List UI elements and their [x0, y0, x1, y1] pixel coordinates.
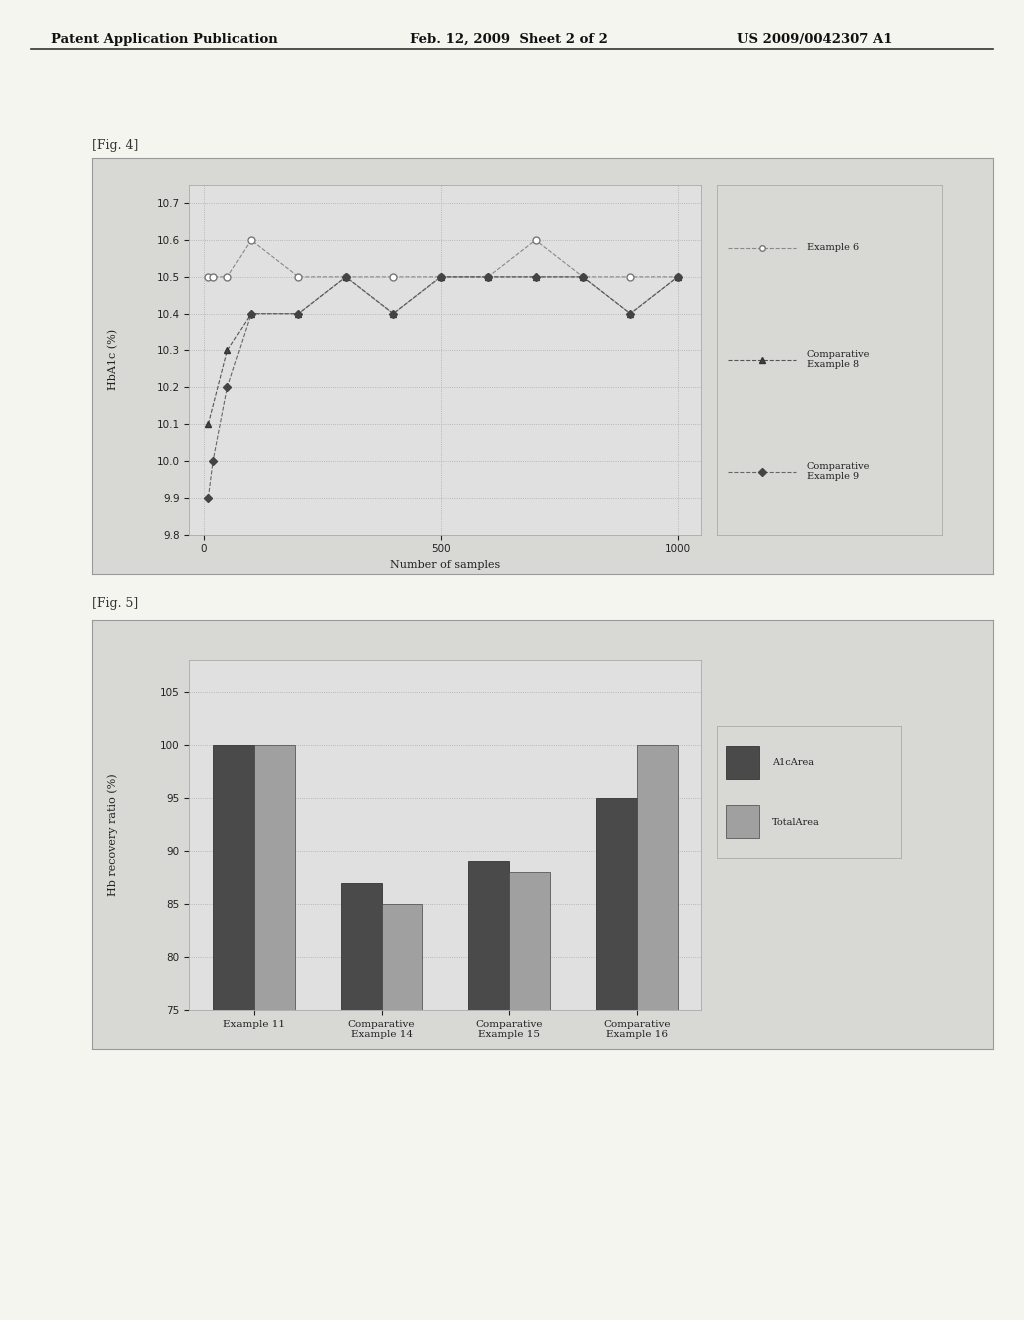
Bar — [468, 862, 509, 1320]
Y-axis label: HbA1c (%): HbA1c (%) — [108, 329, 118, 391]
Comparative
Example 9 — [340, 269, 352, 285]
Comparative
Example 8 — [221, 343, 233, 359]
Comparative
Example 9 — [207, 453, 219, 469]
Text: Example 6: Example 6 — [807, 243, 859, 252]
Example 6 — [672, 269, 684, 285]
Bar — [509, 873, 550, 1320]
Text: Feb. 12, 2009  Sheet 2 of 2: Feb. 12, 2009 Sheet 2 of 2 — [410, 33, 607, 46]
Example 6 — [292, 269, 304, 285]
Comparative
Example 9 — [625, 306, 637, 322]
Comparative
Example 9 — [292, 306, 304, 322]
Example 6 — [245, 232, 257, 248]
Bar — [213, 744, 254, 1320]
Example 6 — [207, 269, 219, 285]
Text: TotalArea: TotalArea — [772, 818, 820, 826]
Text: Comparative
Example 8: Comparative Example 8 — [807, 350, 870, 370]
Comparative
Example 9 — [245, 306, 257, 322]
Comparative
Example 8 — [434, 269, 446, 285]
X-axis label: Number of samples: Number of samples — [390, 560, 501, 570]
Comparative
Example 9 — [221, 379, 233, 395]
Example 6 — [482, 269, 495, 285]
Example 6 — [625, 269, 637, 285]
Text: [Fig. 5]: [Fig. 5] — [92, 597, 138, 610]
Comparative
Example 9 — [434, 269, 446, 285]
Comparative
Example 9 — [529, 269, 542, 285]
Bar — [341, 883, 382, 1320]
Bar — [726, 746, 759, 779]
Text: [Fig. 4]: [Fig. 4] — [92, 139, 138, 152]
Comparative
Example 8 — [203, 416, 215, 432]
Comparative
Example 9 — [577, 269, 589, 285]
Comparative
Example 8 — [625, 306, 637, 322]
Bar — [382, 904, 423, 1320]
Text: Comparative
Example 9: Comparative Example 9 — [807, 462, 870, 482]
Line: Example 6: Example 6 — [205, 236, 681, 280]
Comparative
Example 8 — [387, 306, 399, 322]
Bar — [596, 797, 637, 1320]
Y-axis label: Hb recovery ratio (%): Hb recovery ratio (%) — [108, 774, 118, 896]
Line: Comparative
Example 9: Comparative Example 9 — [206, 275, 681, 500]
Example 6 — [340, 269, 352, 285]
Example 6 — [577, 269, 589, 285]
Bar — [254, 744, 295, 1320]
Comparative
Example 8 — [577, 269, 589, 285]
Comparative
Example 9 — [387, 306, 399, 322]
Example 6 — [529, 232, 542, 248]
Comparative
Example 8 — [529, 269, 542, 285]
Bar — [726, 805, 759, 838]
Comparative
Example 8 — [340, 269, 352, 285]
Example 6 — [203, 269, 215, 285]
Example 6 — [221, 269, 233, 285]
Line: Comparative
Example 8: Comparative Example 8 — [205, 273, 681, 428]
Text: US 2009/0042307 A1: US 2009/0042307 A1 — [737, 33, 893, 46]
Example 6 — [387, 269, 399, 285]
Bar — [637, 744, 678, 1320]
Comparative
Example 9 — [672, 269, 684, 285]
Comparative
Example 9 — [482, 269, 495, 285]
Example 6 — [434, 269, 446, 285]
Text: A1cArea: A1cArea — [772, 759, 814, 767]
Comparative
Example 8 — [482, 269, 495, 285]
Comparative
Example 8 — [672, 269, 684, 285]
Comparative
Example 9 — [203, 490, 215, 506]
Text: Patent Application Publication: Patent Application Publication — [51, 33, 278, 46]
Comparative
Example 8 — [245, 306, 257, 322]
Comparative
Example 8 — [292, 306, 304, 322]
